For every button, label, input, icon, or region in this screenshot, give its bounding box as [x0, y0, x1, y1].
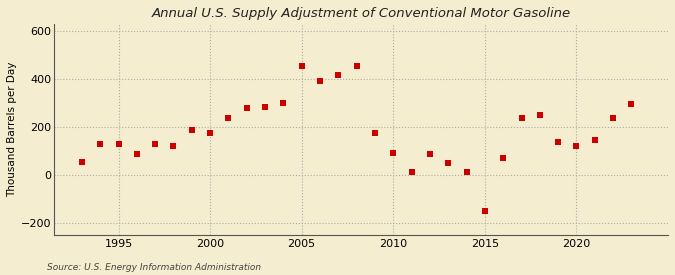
Point: [589, 138, 600, 142]
Point: [516, 116, 527, 121]
Point: [626, 102, 637, 106]
Point: [76, 160, 87, 164]
Point: [497, 156, 508, 160]
Point: [388, 151, 399, 155]
Point: [571, 144, 582, 148]
Point: [242, 106, 252, 110]
Point: [296, 64, 307, 68]
Point: [351, 64, 362, 68]
Point: [223, 116, 234, 121]
Point: [333, 73, 344, 78]
Text: Source: U.S. Energy Information Administration: Source: U.S. Energy Information Administ…: [47, 263, 261, 272]
Point: [315, 79, 325, 84]
Point: [260, 104, 271, 109]
Point: [95, 141, 105, 146]
Point: [113, 141, 124, 146]
Point: [132, 152, 142, 156]
Point: [608, 116, 618, 121]
Point: [425, 152, 435, 156]
Point: [168, 144, 179, 148]
Point: [443, 161, 454, 165]
Point: [205, 131, 215, 135]
Point: [369, 131, 380, 135]
Point: [553, 140, 564, 145]
Point: [479, 208, 490, 213]
Point: [150, 141, 161, 146]
Point: [461, 170, 472, 175]
Point: [278, 101, 289, 105]
Y-axis label: Thousand Barrels per Day: Thousand Barrels per Day: [7, 62, 17, 197]
Point: [535, 113, 545, 117]
Title: Annual U.S. Supply Adjustment of Conventional Motor Gasoline: Annual U.S. Supply Adjustment of Convent…: [152, 7, 571, 20]
Point: [186, 128, 197, 133]
Point: [406, 170, 417, 175]
